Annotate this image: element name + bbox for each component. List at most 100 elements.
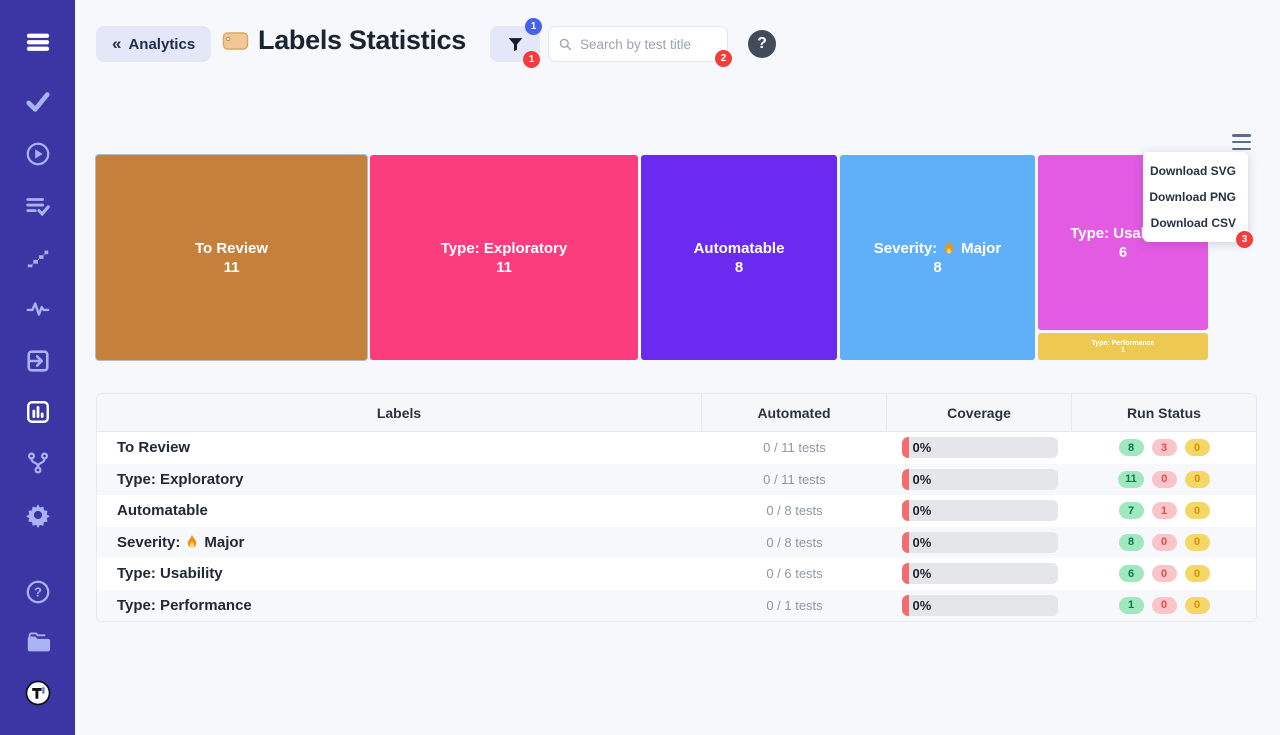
bar-chart-icon[interactable] bbox=[24, 398, 52, 426]
funnel-icon bbox=[508, 37, 522, 51]
run-skipped-badge: 0 bbox=[1184, 502, 1210, 520]
gear-icon[interactable] bbox=[24, 501, 52, 529]
coverage-value: 0% bbox=[912, 534, 932, 550]
automated-cell: 0 / 8 tests bbox=[766, 503, 823, 519]
sign-in-icon[interactable] bbox=[24, 347, 52, 375]
automated-cell: 0 / 6 tests bbox=[766, 566, 823, 582]
treemap-block-label: Severity: bbox=[873, 239, 938, 257]
automated-cell: 0 / 1 tests bbox=[766, 597, 823, 613]
treemap-block-value: 6 bbox=[1118, 243, 1128, 261]
table-row[interactable]: Type: Exploratory 0 / 11 tests 0% 11 0 0 bbox=[97, 463, 1256, 495]
play-circle-icon[interactable] bbox=[24, 140, 52, 168]
label-cell: Type: Performance bbox=[117, 596, 252, 614]
treemap-block-type-exploratory[interactable]: Type: Exploratory 11 bbox=[370, 155, 638, 360]
stairs-icon[interactable] bbox=[24, 244, 52, 272]
treemap-block-to-review[interactable]: To Review 11 bbox=[96, 155, 367, 360]
treemap-block-value: 11 bbox=[223, 258, 240, 276]
treemap-block-automatable[interactable]: Automatable 8 bbox=[641, 155, 837, 360]
menu-item-download-svg[interactable]: Download SVG bbox=[1149, 164, 1236, 178]
run-failed-badge: 0 bbox=[1151, 565, 1177, 583]
coverage-value: 0% bbox=[912, 471, 932, 487]
table-row[interactable]: To Review 0 / 11 tests 0% 8 3 0 bbox=[97, 432, 1256, 464]
help-circle-icon[interactable]: ? bbox=[24, 578, 52, 606]
label-cell: To Review bbox=[117, 439, 191, 457]
label-cell: Type: Exploratory bbox=[117, 470, 244, 488]
run-passed-badge: 11 bbox=[1118, 470, 1144, 488]
svg-text:?: ? bbox=[34, 585, 42, 600]
label-cell: Automatable bbox=[117, 502, 208, 520]
search-input[interactable] bbox=[580, 36, 717, 52]
run-passed-badge: 6 bbox=[1118, 565, 1144, 583]
tag-icon bbox=[222, 31, 249, 50]
table-row[interactable]: Automatable 0 / 8 tests 0% 7 1 0 bbox=[97, 495, 1256, 527]
pulse-icon[interactable] bbox=[24, 295, 52, 323]
page-title-wrap: Labels Statistics bbox=[222, 25, 466, 56]
coverage-value: 0% bbox=[912, 566, 932, 582]
search-icon bbox=[559, 38, 572, 50]
annotation-badge-3: 3 bbox=[1236, 231, 1253, 248]
annotation-badge-2: 2 bbox=[715, 50, 732, 67]
menu-icon[interactable] bbox=[24, 28, 52, 56]
run-failed-badge: 3 bbox=[1151, 439, 1177, 457]
treemap-block-label: Type: Exploratory bbox=[440, 239, 568, 257]
column-header-labels: Labels bbox=[97, 394, 702, 431]
run-passed-badge: 8 bbox=[1118, 533, 1144, 551]
table-row[interactable]: Type: Performance 0 / 1 tests 0% 1 0 0 bbox=[97, 589, 1256, 621]
coverage-bar: 0% bbox=[901, 563, 1058, 585]
flame-icon bbox=[944, 240, 954, 254]
treemap-block-label: To Review bbox=[194, 239, 269, 257]
labels-statistics-table: Labels Automated Coverage Run Status To … bbox=[96, 393, 1257, 622]
help-button[interactable]: ? bbox=[748, 30, 776, 58]
table-row[interactable]: Type: Usability 0 / 6 tests 0% 6 0 0 bbox=[97, 558, 1256, 590]
run-skipped-badge: 0 bbox=[1184, 565, 1210, 583]
treemap-block-severity-major[interactable]: Severity: Major 8 bbox=[840, 155, 1035, 360]
coverage-value: 0% bbox=[912, 503, 932, 519]
label-cell: Severity: Major bbox=[97, 534, 702, 551]
table-row[interactable]: Severity: Major 0 / 8 tests 0% 8 0 0 bbox=[97, 526, 1256, 558]
back-to-analytics-button[interactable]: « Analytics bbox=[96, 26, 212, 62]
run-passed-badge: 1 bbox=[1118, 596, 1144, 614]
testomat-logo[interactable] bbox=[20, 675, 56, 711]
run-failed-badge: 0 bbox=[1151, 533, 1177, 551]
column-header-automated: Automated bbox=[702, 394, 887, 431]
coverage-bar: 0% bbox=[901, 500, 1058, 522]
automated-cell: 0 / 11 tests bbox=[763, 440, 826, 456]
annotation-badge-1: 1 bbox=[523, 51, 540, 68]
flame-icon bbox=[188, 534, 197, 548]
list-check-icon[interactable] bbox=[24, 192, 52, 220]
coverage-value: 0% bbox=[912, 440, 932, 456]
sidebar: ? bbox=[0, 0, 75, 735]
question-mark-icon: ? bbox=[757, 35, 767, 52]
run-passed-badge: 7 bbox=[1118, 502, 1144, 520]
run-skipped-badge: 0 bbox=[1184, 596, 1210, 614]
search-box[interactable] bbox=[548, 26, 728, 62]
folder-icon[interactable] bbox=[24, 629, 52, 657]
automated-cell: 0 / 8 tests bbox=[766, 534, 823, 550]
coverage-bar: 0% bbox=[901, 594, 1058, 616]
treemap-block-value: 8 bbox=[933, 258, 942, 276]
treemap-block-label: Automatable bbox=[693, 239, 785, 257]
run-failed-badge: 0 bbox=[1151, 470, 1177, 488]
automated-cell: 0 / 11 tests bbox=[763, 471, 826, 487]
run-skipped-badge: 0 bbox=[1184, 470, 1210, 488]
chart-context-menu-icon[interactable] bbox=[1232, 134, 1251, 150]
branch-icon[interactable] bbox=[24, 449, 52, 477]
label-text: Severity: bbox=[117, 533, 181, 551]
run-passed-badge: 8 bbox=[1118, 439, 1144, 457]
column-header-run-status: Run Status bbox=[1127, 404, 1201, 421]
page-title: Labels Statistics bbox=[258, 25, 466, 55]
run-failed-badge: 0 bbox=[1151, 596, 1177, 614]
treemap-block-label: Type: Performance bbox=[1091, 339, 1155, 347]
menu-item-download-png[interactable]: Download PNG bbox=[1149, 190, 1236, 204]
coverage-bar: 0% bbox=[901, 468, 1058, 490]
check-icon[interactable] bbox=[24, 88, 52, 116]
treemap-block-type-performance[interactable]: Type: Performance 1 bbox=[1038, 333, 1208, 360]
label-cell: Type: Usability bbox=[117, 565, 223, 583]
coverage-value: 0% bbox=[912, 597, 932, 613]
run-failed-badge: 1 bbox=[1151, 502, 1177, 520]
labels-treemap: To Review 11 Type: Exploratory 11 Automa… bbox=[96, 155, 1208, 360]
treemap-block-value: 1 bbox=[1121, 346, 1125, 354]
treemap-block-label-suffix: Major bbox=[961, 239, 1002, 257]
coverage-bar: 0% bbox=[901, 531, 1058, 553]
menu-item-download-csv[interactable]: Download CSV bbox=[1150, 216, 1236, 230]
